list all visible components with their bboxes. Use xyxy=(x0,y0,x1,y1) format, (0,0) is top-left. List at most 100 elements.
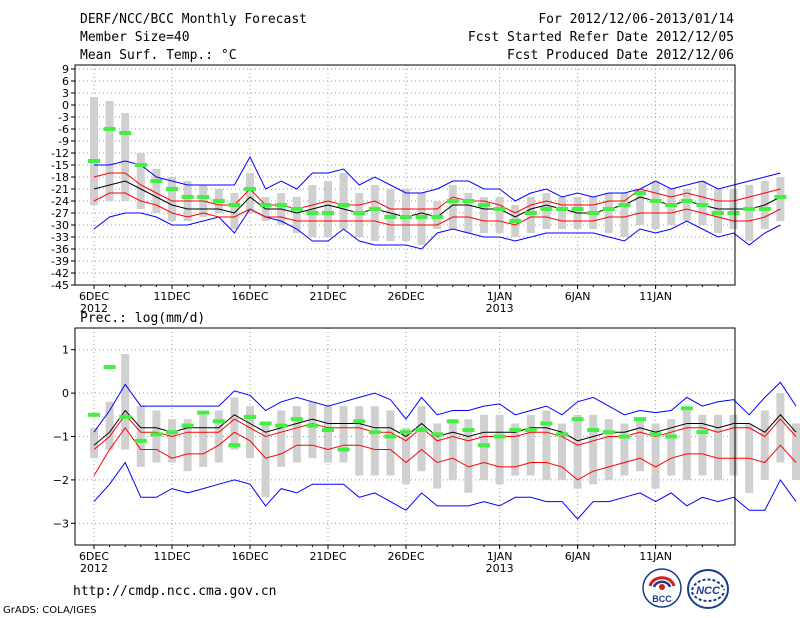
prec-range-bar xyxy=(386,410,395,476)
prec-ytick-label: −1 xyxy=(53,431,69,444)
temp-xtick-label: 16DEC xyxy=(231,290,268,303)
prec-panel-title: Prec.: log(mm/d) xyxy=(80,311,205,326)
prec-observed-mark xyxy=(571,417,584,422)
prec-observed-mark xyxy=(618,434,631,439)
temp-range-bar xyxy=(370,185,379,241)
temp-observed-mark xyxy=(197,195,210,199)
temp-observed-mark xyxy=(712,211,724,215)
temp-ytick-label: -36 xyxy=(51,243,69,256)
prec-range-bar xyxy=(277,410,286,467)
temp-observed-mark xyxy=(602,207,615,211)
prec-observed-mark xyxy=(680,406,693,411)
temp-panel-title: Mean Surf. Temp.: °C xyxy=(80,48,237,63)
prec-range-bar xyxy=(355,406,364,476)
prec-ytick-label: −2 xyxy=(53,474,69,487)
prec-upper-line xyxy=(93,414,797,450)
temp-range-bar xyxy=(168,177,176,221)
prec-range-bar xyxy=(121,354,130,450)
temp-observed-mark xyxy=(244,187,256,191)
prec-plot-frame xyxy=(74,327,736,546)
temp-observed-mark xyxy=(446,199,459,203)
temp-ytick-label: -6 xyxy=(58,123,69,136)
temp-observed-mark xyxy=(166,187,178,191)
prec-range-bar xyxy=(136,406,145,467)
prec-observed-mark xyxy=(649,432,662,437)
temp-observed-mark xyxy=(88,159,100,163)
prec-range-bar xyxy=(620,423,629,476)
prec-observed-mark xyxy=(431,432,444,437)
prec-lower-line xyxy=(93,426,797,481)
prec-observed-mark xyxy=(400,430,412,435)
temp-ytick-label: -33 xyxy=(51,231,69,244)
temp-range-bar xyxy=(495,197,504,233)
temp-range-bar xyxy=(636,189,644,225)
temp-range-bar xyxy=(90,97,98,205)
temp-observed-mark xyxy=(727,211,740,215)
temp-xtick-label: 1JAN xyxy=(487,290,513,303)
prec-max-line xyxy=(93,381,797,433)
temp-observed-mark xyxy=(556,207,568,211)
prec-range-bar xyxy=(324,406,332,463)
prec-range-bar xyxy=(526,414,535,476)
prec-range-bar xyxy=(776,393,785,463)
prec-range-bar xyxy=(495,414,504,485)
prec-range-bar xyxy=(292,406,301,463)
temp-ytick-label: 0 xyxy=(62,99,69,112)
prec-xtick-year: 2013 xyxy=(486,562,514,575)
prec-range-bar xyxy=(214,410,223,463)
temp-range-bar xyxy=(152,169,161,213)
prec-observed-mark xyxy=(212,419,225,424)
prec-xtick-label: 11JAN xyxy=(639,550,672,563)
temp-range-bar xyxy=(105,101,114,201)
temp-observed-mark xyxy=(368,207,381,211)
temp-upper-line xyxy=(93,172,781,214)
temp-observed-mark xyxy=(571,207,584,211)
prec-observed-mark xyxy=(134,438,147,443)
ncc-logo: NCC xyxy=(687,569,729,609)
prec-range-bar xyxy=(714,414,722,480)
temp-observed-mark xyxy=(462,199,475,203)
temp-ytick-label: -21 xyxy=(51,183,69,196)
prec-mean-line xyxy=(93,409,797,446)
temp-observed-mark xyxy=(290,207,303,211)
temp-observed-mark xyxy=(275,203,288,207)
temp-observed-mark xyxy=(758,207,771,211)
temp-range-bar xyxy=(121,113,130,201)
temp-ytick-label: -15 xyxy=(51,159,69,172)
temp-range-bar xyxy=(448,185,457,229)
temp-xtick-label: 21DEC xyxy=(309,290,346,303)
temp-ytick-label: -24 xyxy=(51,195,69,208)
prec-observed-mark xyxy=(322,427,334,432)
temp-range-bar xyxy=(651,181,660,229)
bcc-logo: BCC xyxy=(642,568,682,608)
temp-panel: 9630-3-6-9-12-15-18-21-24-27-30-33-36-39… xyxy=(51,63,787,315)
temp-min-line xyxy=(93,208,781,250)
temp-ytick-label: -9 xyxy=(58,135,69,148)
temp-ytick-label: -42 xyxy=(51,267,69,280)
temp-observed-mark xyxy=(134,163,147,167)
temp-xtick-label: 6JAN xyxy=(565,290,591,303)
prec-range-bar xyxy=(230,397,239,450)
prec-range-bar xyxy=(760,410,769,480)
forecast-period: For 2012/12/06-2013/01/14 xyxy=(538,12,734,27)
temp-ytick-label: -3 xyxy=(58,111,69,124)
temp-observed-mark xyxy=(228,203,241,207)
prec-range-bar xyxy=(370,406,379,476)
temp-observed-mark xyxy=(540,207,553,211)
temp-range-bar xyxy=(464,193,473,233)
temp-observed-mark xyxy=(743,207,756,211)
prec-range-bar xyxy=(542,410,551,480)
prec-observed-mark xyxy=(150,432,163,437)
prec-observed-mark xyxy=(540,421,553,426)
temp-observed-mark xyxy=(212,199,225,203)
source-url[interactable]: http://cmdp.ncc.cma.gov.cn xyxy=(73,584,277,599)
prec-observed-mark xyxy=(524,427,537,432)
prec-observed-mark xyxy=(259,421,272,426)
prec-ytick-label: 1 xyxy=(62,344,69,357)
prec-range-bar xyxy=(417,406,426,472)
prec-xtick-label: 11DEC xyxy=(153,550,190,563)
temp-observed-mark xyxy=(259,203,272,207)
prec-observed-mark xyxy=(634,417,646,422)
temp-ytick-label: -12 xyxy=(51,147,69,160)
